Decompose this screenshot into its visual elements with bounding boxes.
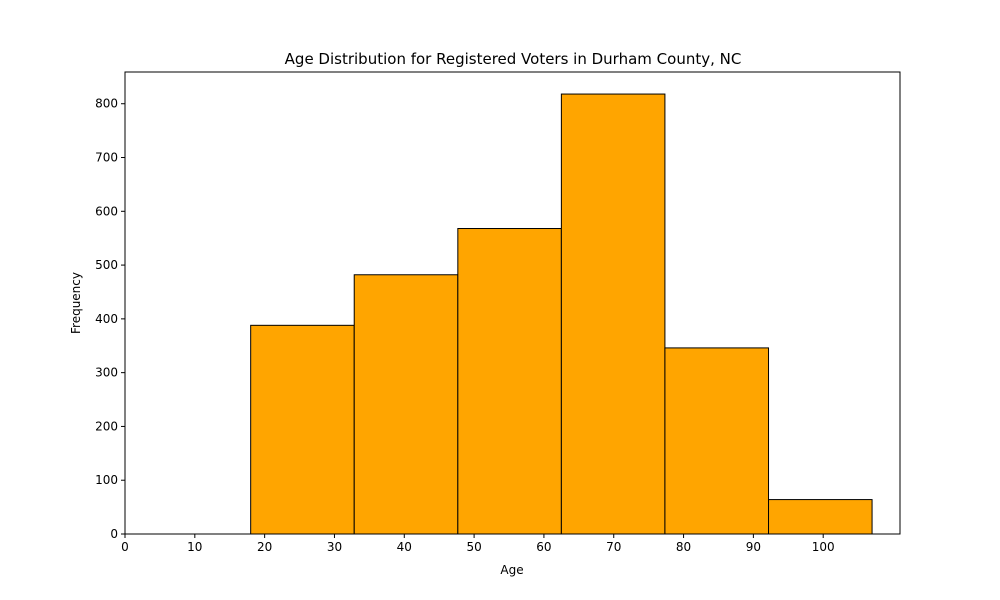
x-tick-label: 10 bbox=[187, 540, 202, 554]
histogram-bar bbox=[560, 93, 666, 535]
histogram-bar bbox=[664, 347, 770, 535]
chart-title: Age Distribution for Registered Voters i… bbox=[285, 50, 742, 68]
y-tick-label: 400 bbox=[95, 312, 118, 326]
x-axis-ticks: 0 10 20 30 40 50 60 70 80 90 100 bbox=[121, 534, 835, 554]
x-axis-label: Age bbox=[500, 563, 523, 577]
x-tick-label: 90 bbox=[746, 540, 761, 554]
y-tick-label: 300 bbox=[95, 366, 118, 380]
x-tick-label: 40 bbox=[397, 540, 412, 554]
histogram-bar bbox=[768, 499, 873, 535]
x-tick-label: 60 bbox=[536, 540, 551, 554]
y-tick-label: 600 bbox=[95, 204, 118, 218]
x-tick-label: 20 bbox=[257, 540, 272, 554]
y-tick-label: 200 bbox=[95, 419, 118, 433]
y-tick-label: 100 bbox=[95, 473, 118, 487]
histogram-bar bbox=[353, 274, 459, 535]
y-tick-label: 500 bbox=[95, 258, 118, 272]
histogram-bar bbox=[250, 324, 355, 535]
x-tick-label: 30 bbox=[327, 540, 342, 554]
x-tick-label: 80 bbox=[676, 540, 691, 554]
y-tick-label: 800 bbox=[95, 97, 118, 111]
bars-group bbox=[250, 93, 873, 535]
histogram-bar bbox=[457, 228, 562, 535]
y-tick-label: 700 bbox=[95, 151, 118, 165]
y-axis-label: Frequency bbox=[69, 272, 83, 334]
x-tick-label: 0 bbox=[121, 540, 129, 554]
x-tick-label: 100 bbox=[812, 540, 835, 554]
plot-frame bbox=[124, 71, 901, 535]
x-tick-label: 50 bbox=[466, 540, 481, 554]
x-tick-label: 70 bbox=[606, 540, 621, 554]
y-axis-ticks: 0 100 200 300 400 500 600 700 800 bbox=[95, 97, 125, 541]
y-tick-label: 0 bbox=[110, 527, 118, 541]
